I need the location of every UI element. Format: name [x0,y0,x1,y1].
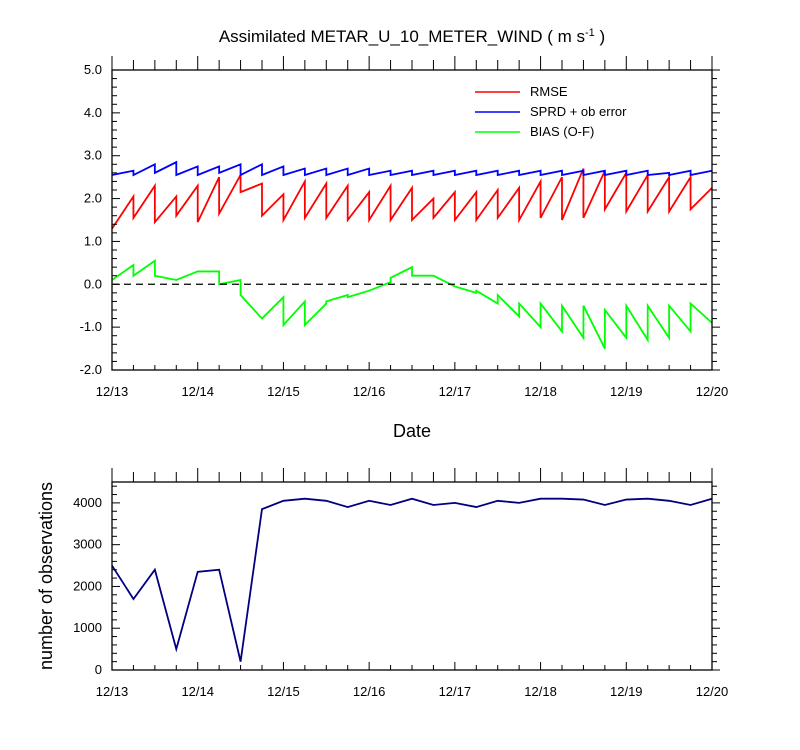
bottom-x-tick-label: 12/20 [696,684,729,699]
top-ticks [111,56,720,371]
bottom-x-tick-label: 12/16 [353,684,386,699]
top-x-tick-label: 12/20 [696,384,729,399]
top-x-tick-label: 12/15 [267,384,300,399]
chart-title: Assimilated METAR_U_10_METER_WIND ( m s-… [219,27,605,46]
top-series-bias-o-f- [111,258,713,349]
bottom-x-tick-label: 12/15 [267,684,300,699]
bottom-series-group [111,497,713,662]
legend-item-sprd: SPRD + ob error [475,104,627,119]
bottom-y-tick-label: 3000 [73,537,102,552]
top-x-tick-label: 12/14 [181,384,214,399]
bottom-x-tick-label: 12/17 [439,684,472,699]
legend-item-rmse: RMSE [475,84,568,99]
bottom-y-tick-label: 1000 [73,620,102,635]
top-series-rmse [111,168,713,230]
top-x-tick-label: 12/19 [610,384,643,399]
top-x-tick-label: 12/17 [439,384,472,399]
top-y-tick-label: 3.0 [84,148,102,163]
legend-label-sprd: SPRD + ob error [530,104,627,119]
legend-label-bias: BIAS (O-F) [530,124,594,139]
top-x-tick-labels: 12/13 12/14 12/15 12/16 12/17 12/18 12/19 12/20 [96,384,729,399]
top-y-tick-label: 0.0 [84,276,102,291]
bottom-x-tick-labels: 12/13 12/14 12/15 12/16 12/17 12/18 12/19 12/20 [96,684,729,699]
bottom-y-tick-label: 4000 [73,495,102,510]
y-axis-title: number of observations [36,482,56,670]
bottom-ticks [111,468,720,671]
legend-label-rmse: RMSE [530,84,568,99]
top-chart: Assimilated METAR_U_10_METER_WIND ( m s-… [80,27,729,441]
title-suffix: ) [595,27,605,46]
bottom-y-tick-labels: 0 1000 2000 3000 4000 [73,495,102,677]
top-y-tick-label: 4.0 [84,105,102,120]
top-x-tick-label: 12/18 [524,384,557,399]
top-y-tick-label: 1.0 [84,233,102,248]
bottom-y-tick-label: 2000 [73,578,102,593]
top-y-tick-label: -1.0 [80,319,102,334]
title-superscript: -1 [585,27,595,39]
bottom-x-tick-label: 12/13 [96,684,129,699]
top-series-group [111,160,713,349]
bottom-series-observations [111,497,713,662]
bottom-plot-frame [111,481,713,671]
top-y-tick-labels: -2.0 -1.0 0.0 1.0 2.0 3.0 4.0 5.0 [80,62,102,377]
bottom-x-tick-label: 12/18 [524,684,557,699]
bottom-x-tick-label: 12/19 [610,684,643,699]
top-x-tick-label: 12/13 [96,384,129,399]
bottom-y-tick-label: 0 [95,662,102,677]
top-y-tick-label: -2.0 [80,362,102,377]
top-y-tick-label: 2.0 [84,191,102,206]
top-series-sprd-ob-error [111,160,713,177]
top-x-tick-label: 12/16 [353,384,386,399]
x-axis-title: Date [393,421,431,441]
bottom-x-tick-label: 12/14 [181,684,214,699]
legend-item-bias: BIAS (O-F) [475,124,594,139]
top-y-tick-label: 5.0 [84,62,102,77]
legend: RMSE SPRD + ob error BIAS (O-F) [475,84,627,139]
